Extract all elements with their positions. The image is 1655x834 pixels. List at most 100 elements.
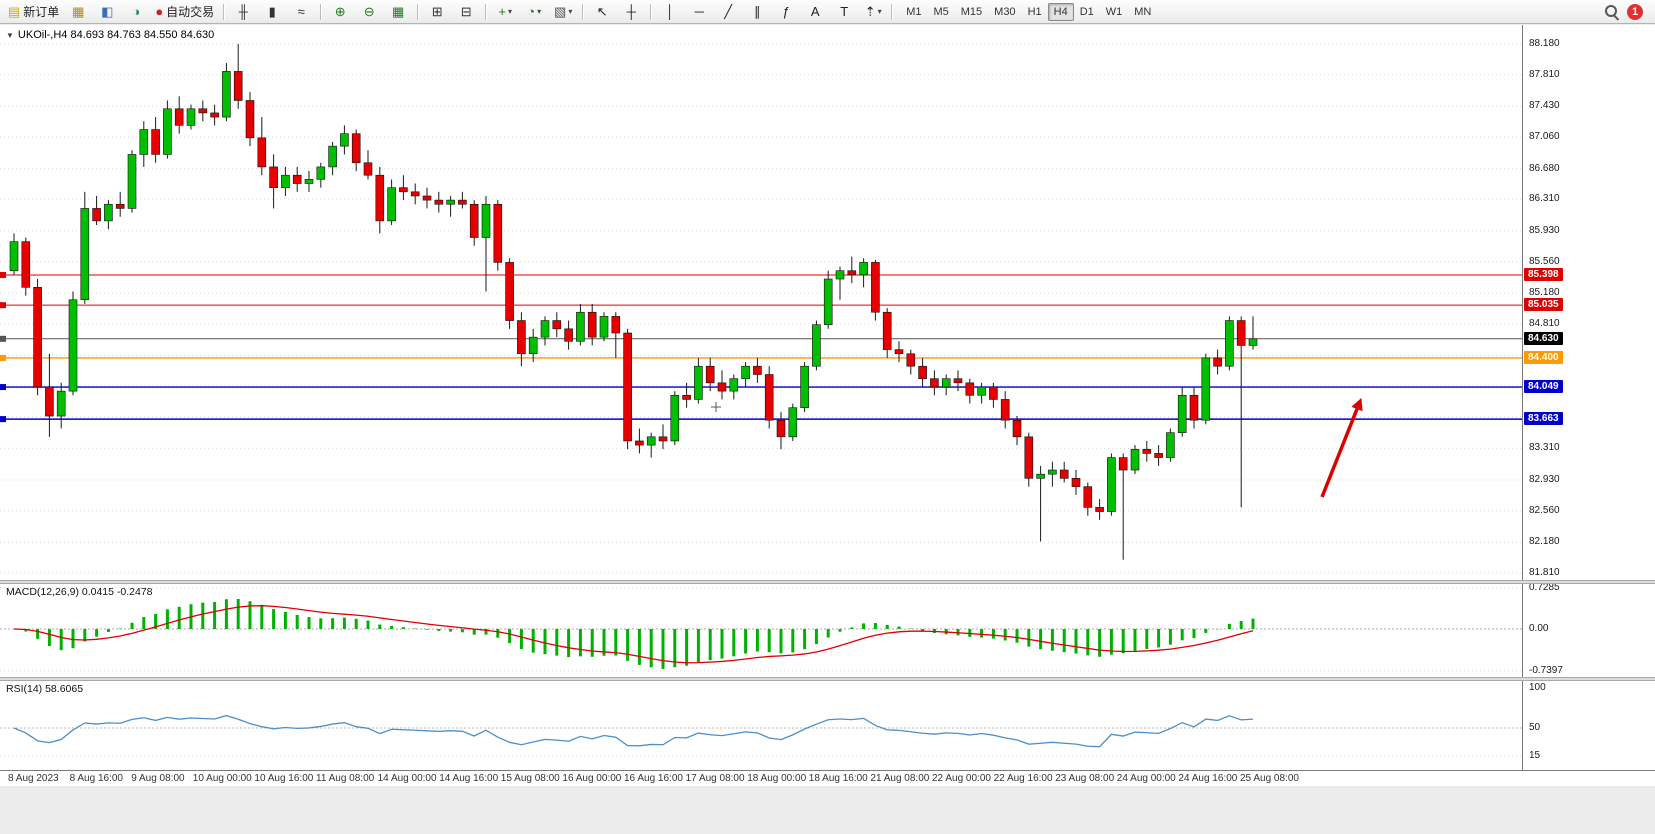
rsi-pane xyxy=(0,714,1522,757)
timeframe-m30[interactable]: M30 xyxy=(994,5,1016,18)
horizontal-level-lines xyxy=(0,272,1522,423)
caret-down-icon: ▾ xyxy=(537,7,542,16)
price-axis-label: 82.560 xyxy=(1529,504,1560,516)
time-axis-label: 18 Aug 00:00 xyxy=(747,773,807,784)
toolbar-separator xyxy=(417,3,419,20)
timeframe-m15[interactable]: M15 xyxy=(960,5,983,18)
vertical-line-icon-glyph: │ xyxy=(666,4,675,19)
grid-icon[interactable]: ▦ xyxy=(384,1,412,23)
period-glyph: ◔ xyxy=(527,4,536,19)
macd-pane xyxy=(0,587,1522,672)
price-axis-label: 86.680 xyxy=(1529,162,1560,174)
price-axis-label: 82.180 xyxy=(1529,536,1560,548)
search-icon-lens xyxy=(1605,5,1617,17)
vertical-line-icon[interactable]: │ xyxy=(656,1,684,23)
indicators-window-icon-glyph: ⊞ xyxy=(431,4,443,19)
rsi-scale-label: 15 xyxy=(1529,750,1541,761)
caret-down-icon: ▾ xyxy=(507,7,512,16)
macd-indicator-label: MACD(12,26,9) 0.0415 -0.2478 xyxy=(6,586,153,598)
time-axis-label: 14 Aug 00:00 xyxy=(377,773,437,784)
market-watch-icon-glyph: ◑ xyxy=(132,4,141,19)
crosshair-icon-glyph: ┼ xyxy=(626,4,636,19)
annotations-layer xyxy=(711,397,1363,498)
time-axis-label: 10 Aug 16:00 xyxy=(254,773,314,784)
price-axis-label: 88.180 xyxy=(1529,38,1560,49)
indicators-window-icon[interactable]: ⊞ xyxy=(423,1,451,23)
line-chart-type-icon-glyph: ≈ xyxy=(297,4,305,19)
profile-icon[interactable]: ◧ xyxy=(93,1,121,23)
price-axis-label: 86.310 xyxy=(1529,193,1560,205)
period-dropdown[interactable]: ◔ ▾ xyxy=(520,1,548,23)
pane-divider-macd[interactable] xyxy=(0,580,1655,584)
rsi-scale-label: 100 xyxy=(1529,682,1546,693)
time-axis-label: 22 Aug 16:00 xyxy=(993,773,1053,784)
main-toolbar: ▤ 新订单 ▦ ◧ ◑ ● 自动交易 ╫ ▮ ≈ ⊕ ⊖ ▦ ⊞ ⊟ + ▾ ◔ ▾ ▧ ▾ ↖ ┼ │ ─ ╱ ∥ ƒ A T ⇡ ▾ M1… xyxy=(0,0,1655,24)
horizontal-line-icon[interactable]: ─ xyxy=(685,1,713,23)
toolbar-separator xyxy=(320,3,322,20)
channel-icon[interactable]: ∥ xyxy=(743,1,771,23)
time-axis-label: 23 Aug 08:00 xyxy=(1055,773,1115,784)
time-axis-label: 24 Aug 00:00 xyxy=(1116,773,1176,784)
tile-windows-icon[interactable]: ⊟ xyxy=(452,1,480,23)
price-axis-label: 84.810 xyxy=(1529,317,1560,329)
template-dropdown[interactable]: ▧ ▾ xyxy=(549,1,577,23)
charts-grid-icon[interactable]: ▦ xyxy=(64,1,92,23)
auto-trading-button[interactable]: ● 自动交易 xyxy=(151,1,218,23)
timeframe-m5[interactable]: M5 xyxy=(933,5,949,18)
toolbar-left-groups: ▤ 新订单 ▦ ◧ ◑ ● 自动交易 ╫ ▮ ≈ ⊕ ⊖ ▦ ⊞ ⊟ + ▾ ◔ ▾ ▧ ▾ ↖ ┼ │ ─ ╱ ∥ ƒ A T ⇡ ▾ xyxy=(4,1,887,23)
time-axis-label: 9 Aug 08:00 xyxy=(131,773,185,784)
market-watch-icon[interactable]: ◑ xyxy=(122,1,150,23)
text-label-icon[interactable]: T xyxy=(830,1,858,23)
shapes-dropdown[interactable]: ⇡ ▾ xyxy=(859,1,887,23)
fibonacci-icon-glyph: ƒ xyxy=(782,4,790,19)
price-tag-84.049: 84.049 xyxy=(1524,380,1563,394)
time-axis[interactable]: 8 Aug 2023 8 Aug 16:00 9 Aug 08:00 10 Aug 0… xyxy=(0,770,1655,786)
bar-chart-type-icon-glyph: ╫ xyxy=(238,4,248,19)
red-arrow-annotation xyxy=(1320,408,1359,498)
candles-layer xyxy=(9,44,1258,560)
line-chart-type-icon[interactable]: ≈ xyxy=(287,1,315,23)
zoom-out-icon[interactable]: ⊖ xyxy=(355,1,383,23)
auto-trading-glyph: ● xyxy=(155,4,164,19)
price-axis-label: 85.930 xyxy=(1529,224,1560,236)
timeframe-d1[interactable]: D1 xyxy=(1079,5,1094,18)
text-icon[interactable]: A xyxy=(801,1,829,23)
caret-down-icon: ▾ xyxy=(568,7,573,16)
add-indicator-glyph: + xyxy=(498,4,506,19)
red-arrow-head xyxy=(1351,397,1363,412)
timeframe-h4[interactable]: H4 xyxy=(1047,2,1074,21)
crosshair-icon[interactable]: ┼ xyxy=(617,1,645,23)
time-axis-label: 16 Aug 00:00 xyxy=(562,773,622,784)
zoom-in-icon[interactable]: ⊕ xyxy=(326,1,354,23)
pane-divider-rsi[interactable] xyxy=(0,677,1655,681)
cursor-icon-glyph: ↖ xyxy=(596,4,608,19)
candlestick-chart-type-icon[interactable]: ▮ xyxy=(258,1,286,23)
time-axis-label: 15 Aug 08:00 xyxy=(500,773,560,784)
timeframe-h1[interactable]: H1 xyxy=(1027,5,1042,18)
timeframe-m1[interactable]: M1 xyxy=(906,5,922,18)
cursor-icon[interactable]: ↖ xyxy=(588,1,616,23)
trendline-icon[interactable]: ╱ xyxy=(714,1,742,23)
add-indicator-dropdown[interactable]: + ▾ xyxy=(491,1,519,23)
timeframe-w1[interactable]: W1 xyxy=(1105,5,1123,18)
price-axis[interactable]: 88.180 87.810 87.430 87.060 86.680 86.310 85.9… xyxy=(1522,25,1655,770)
new-order-button[interactable]: ▤ 新订单 xyxy=(4,1,63,23)
rsi-indicator-label: RSI(14) 58.6065 xyxy=(6,683,84,695)
collapse-icon[interactable]: ▼ xyxy=(6,30,14,40)
macd-scale-label: 0.7285 xyxy=(1529,581,1560,593)
zoom-in-icon-glyph: ⊕ xyxy=(334,4,346,19)
toolbar-separator xyxy=(582,3,584,20)
timeframe-mn[interactable]: MN xyxy=(1134,5,1152,18)
search-icon[interactable] xyxy=(1604,4,1620,21)
time-axis-label: 8 Aug 16:00 xyxy=(69,773,123,784)
fibonacci-icon[interactable]: ƒ xyxy=(772,1,800,23)
chart-canvas[interactable] xyxy=(0,25,1655,770)
tile-windows-icon-glyph: ⊟ xyxy=(460,4,472,19)
notification-badge[interactable]: 1 xyxy=(1627,3,1643,20)
timeframe-switcher: M1 M5 M15 M30 H1 H4 D1 W1 MN xyxy=(900,2,1157,21)
time-axis-label: 25 Aug 08:00 xyxy=(1240,773,1299,784)
bar-chart-type-icon[interactable]: ╫ xyxy=(229,1,257,23)
profile-icon-glyph: ◧ xyxy=(101,4,114,19)
time-axis-label: 11 Aug 08:00 xyxy=(316,773,375,784)
time-axis-label: 10 Aug 00:00 xyxy=(192,773,252,784)
